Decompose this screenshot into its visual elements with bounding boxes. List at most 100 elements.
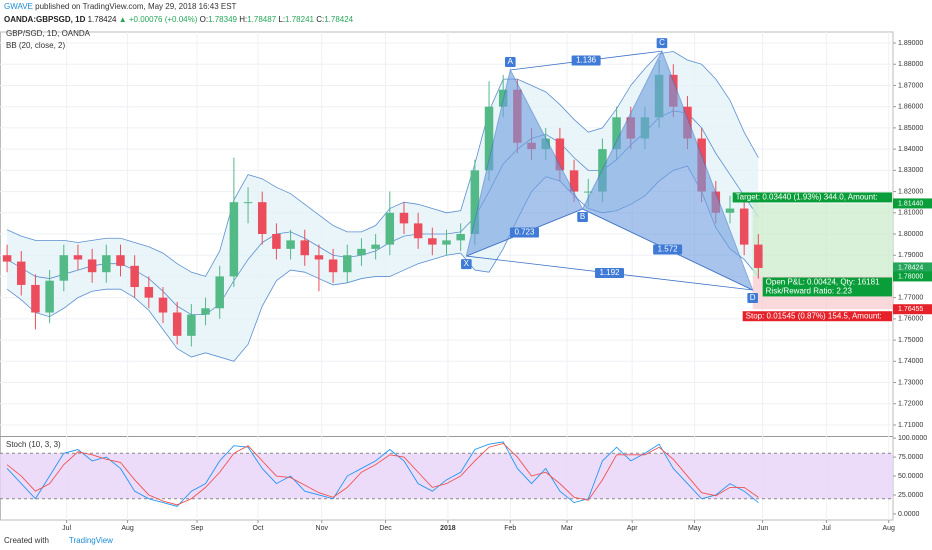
pattern-label-bg: [504, 56, 516, 67]
pattern-label: A: [508, 57, 514, 66]
position-label-bg: [742, 311, 892, 322]
candle-body: [328, 259, 338, 273]
candle-body: [428, 238, 437, 245]
stoch-line: [6, 442, 759, 506]
candle-body: [739, 208, 749, 245]
candle-body: [371, 244, 380, 249]
y-tick-label: 1.83000: [898, 167, 923, 174]
target-zone: [752, 203, 893, 277]
label: C:: [316, 15, 325, 24]
created: Created with: [4, 536, 49, 545]
candle-body: [144, 287, 154, 298]
y-tick-label: 100.0000: [898, 435, 927, 442]
y-tick-label: 1.79000: [898, 252, 923, 259]
candle-body: [243, 202, 253, 204]
pattern-label-bg: [747, 293, 758, 304]
candle-body: [257, 202, 267, 234]
price-label-bg: [893, 271, 932, 282]
footer: Created with TradingView: [4, 536, 113, 545]
candle-body: [172, 312, 182, 336]
candle-body: [130, 265, 139, 288]
candle-body: [413, 223, 423, 239]
y-tick-label: 1.75000: [898, 337, 923, 344]
pattern-label-bg: [577, 211, 588, 222]
candle-body: [484, 106, 494, 171]
x-tick-label: Mar: [561, 525, 574, 532]
open: 1.78349: [208, 15, 237, 24]
candle-body: [229, 202, 239, 277]
symbol-bar: OANDA:GBPSGD, 1D 1.78424 ▲ +0.00076 (+0.…: [4, 15, 353, 24]
y-tick-label: 1.80000: [898, 231, 923, 238]
pattern-label-bg: [653, 244, 683, 255]
y-tick-label: 1.74000: [898, 358, 923, 365]
candle-body: [314, 255, 324, 260]
candle-body: [158, 297, 168, 313]
x-tick-label: 2018: [440, 525, 456, 532]
high: 1.78487: [247, 15, 277, 24]
price-label-bg: [893, 262, 932, 273]
pattern-label-bg: [571, 55, 601, 66]
x-tick-label: May: [688, 525, 702, 532]
y-tick-label: 1.71000: [898, 422, 923, 429]
position-label: Risk/Reward Ratio: 2.23: [766, 287, 853, 296]
pattern-label: 0.723: [514, 228, 535, 237]
pattern-label: C: [659, 38, 665, 47]
candle-body: [357, 248, 366, 256]
symbol: OANDA:GBPSGD, 1D: [4, 15, 86, 24]
candle-body: [442, 240, 451, 245]
author: GWAVE: [4, 2, 33, 11]
candle-body: [73, 255, 83, 260]
y-tick-label: 1.81000: [898, 210, 923, 217]
candle-body: [612, 117, 621, 150]
candle-body: [215, 276, 224, 309]
stoch-band: [0, 453, 893, 499]
price-label: 1.81440: [898, 200, 923, 207]
candle-body: [470, 170, 480, 234]
pattern-label: X: [464, 259, 470, 268]
candle-body: [17, 261, 26, 285]
legend-entry: GBP/SGD, 1D, OANDA: [6, 29, 91, 38]
y-tick-label: 1.87000: [898, 82, 923, 89]
published: published on TradingView.com, May 29, 20…: [35, 2, 237, 11]
price-label: 1.76455: [898, 306, 923, 313]
candle-body: [272, 234, 281, 249]
candle-body: [45, 280, 54, 313]
candle-body: [343, 255, 352, 273]
y-tick-label: 1.86000: [898, 104, 923, 111]
low: 1.78241: [285, 15, 314, 24]
price-label-bg: [893, 304, 932, 315]
x-tick-label: Aug: [121, 525, 134, 532]
label: O:: [199, 15, 209, 24]
pattern-label: B: [580, 212, 585, 221]
candle-body: [201, 308, 210, 315]
x-tick-label: Dec: [379, 525, 392, 532]
x-tick-label: Jul: [822, 525, 831, 532]
stoch-line: [6, 441, 759, 507]
position-label-bg: [732, 192, 892, 203]
x-tick-label: Feb: [504, 525, 516, 532]
bb-fill: [7, 51, 759, 362]
x-tick-label: Oct: [253, 525, 264, 532]
price-label: 1.78000: [898, 273, 923, 280]
x-tick-label: Jul: [62, 525, 71, 532]
x-tick-label: Sep: [191, 525, 204, 532]
x-tick-label: Nov: [316, 525, 329, 532]
candle-body: [583, 191, 593, 193]
y-tick-label: 75.0000: [898, 454, 923, 461]
candle-body: [385, 212, 395, 245]
pattern-label: 1.572: [658, 245, 679, 254]
y-tick-label: 1.76000: [898, 316, 923, 323]
legend-entry: BB (20, close, 2): [6, 41, 65, 50]
candle-body: [456, 234, 465, 241]
y-tick-label: 0.0000: [898, 511, 920, 518]
candle-body: [754, 244, 763, 268]
pattern-label-bg: [595, 268, 625, 279]
candle-body: [187, 314, 196, 336]
candle-body: [725, 208, 735, 213]
x-tick-label: Jun: [757, 525, 768, 532]
pattern-label-bg: [461, 259, 472, 270]
candle-body: [31, 284, 40, 313]
candle-body: [300, 240, 310, 256]
price-label: 1.78424: [898, 264, 923, 271]
